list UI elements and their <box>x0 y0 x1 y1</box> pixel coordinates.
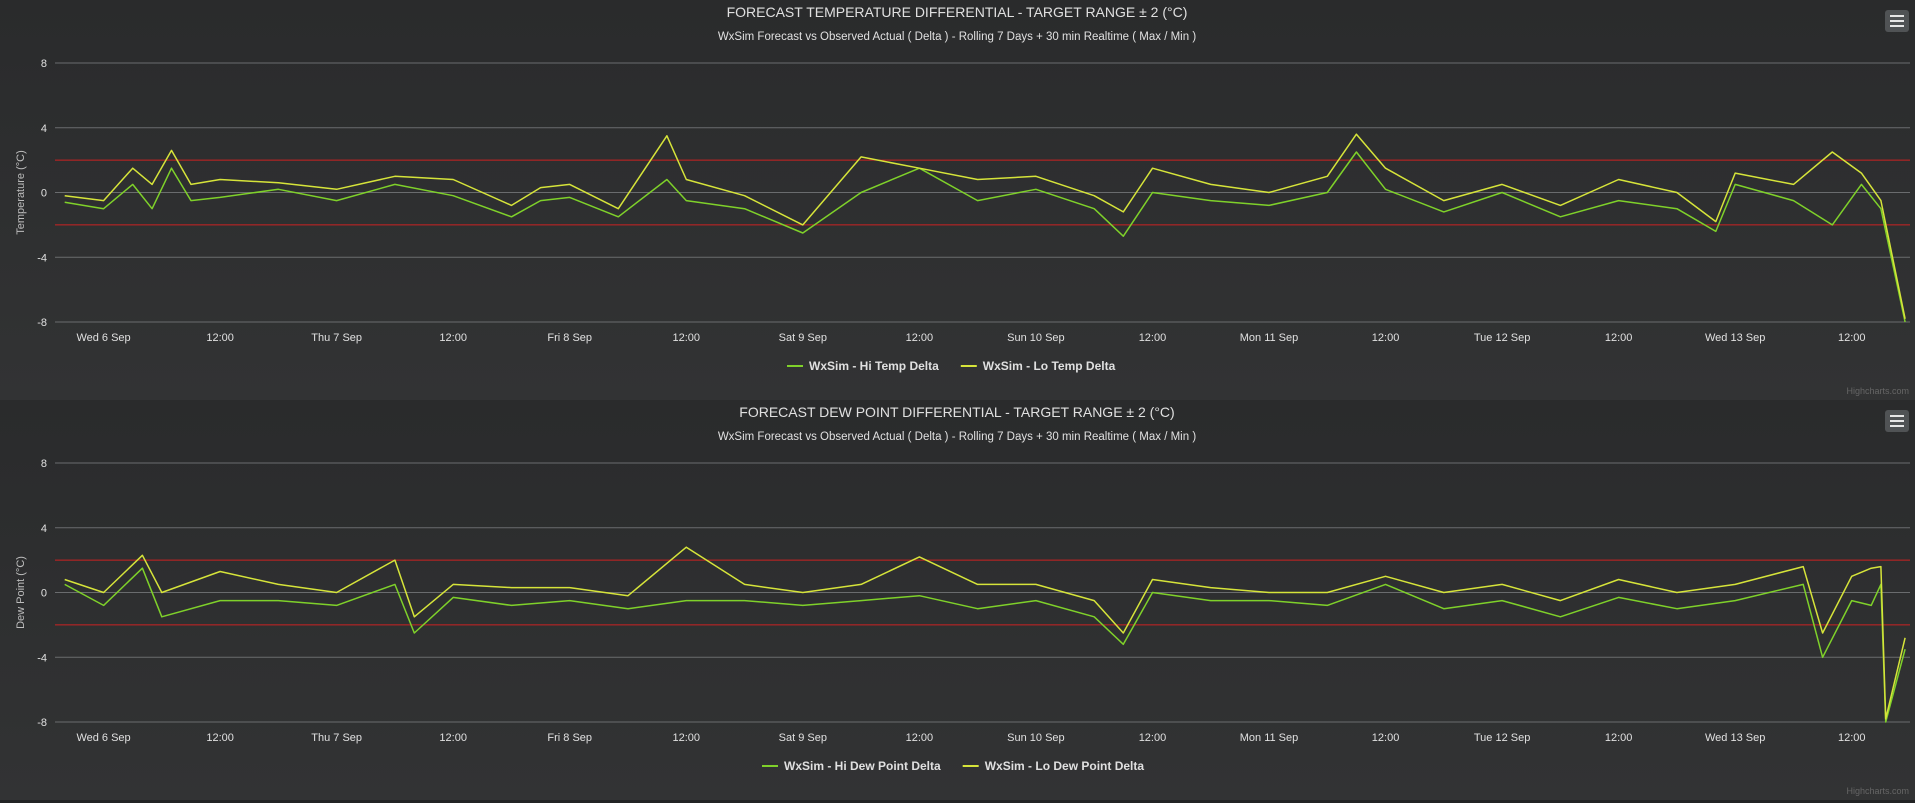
y-tick-label: -8 <box>37 717 47 729</box>
x-tick-label: 12:00 <box>906 732 934 744</box>
dew-point-chart: FORECAST DEW POINT DIFFERENTIAL - TARGET… <box>15 404 1910 773</box>
y-tick-label: 8 <box>41 58 47 70</box>
x-tick-label: Sat 9 Sep <box>779 332 827 344</box>
legend-label: WxSim - Lo Temp Delta <box>983 359 1116 373</box>
x-tick-label: Wed 6 Sep <box>76 332 130 344</box>
menu-icon <box>1890 25 1904 27</box>
y-tick-label: 8 <box>41 458 47 470</box>
x-tick-label: Sat 9 Sep <box>779 732 827 744</box>
x-tick-label: Sun 10 Sep <box>1007 732 1065 744</box>
x-tick-label: Wed 6 Sep <box>76 732 130 744</box>
x-tick-label: 12:00 <box>206 732 234 744</box>
x-tick-label: Fri 8 Sep <box>547 732 592 744</box>
chart-title: FORECAST DEW POINT DIFFERENTIAL - TARGET… <box>739 404 1174 420</box>
legend-item[interactable]: WxSim - Lo Dew Point Delta <box>962 759 1145 773</box>
x-tick-label: Thu 7 Sep <box>311 732 362 744</box>
menu-icon <box>1890 20 1904 22</box>
highcharts-credit[interactable]: Highcharts.com <box>1846 786 1909 796</box>
series-line-lo <box>64 133 1906 319</box>
x-tick-label: Tue 12 Sep <box>1474 332 1530 344</box>
x-tick-label: Fri 8 Sep <box>547 332 592 344</box>
legend-label: WxSim - Lo Dew Point Delta <box>985 759 1145 773</box>
x-tick-label: 12:00 <box>1605 332 1633 344</box>
y-tick-label: 0 <box>41 188 47 200</box>
x-tick-label: 12:00 <box>1605 732 1633 744</box>
series-line-hi <box>64 151 1906 323</box>
x-tick-label: 12:00 <box>906 332 934 344</box>
y-tick-label: -4 <box>37 252 47 264</box>
legend-label: WxSim - Hi Dew Point Delta <box>784 759 941 773</box>
y-tick-label: -4 <box>37 652 47 664</box>
y-tick-label: 4 <box>41 123 47 135</box>
temperature-chart: FORECAST TEMPERATURE DIFFERENTIAL - TARG… <box>15 4 1910 373</box>
x-tick-label: 12:00 <box>1838 332 1866 344</box>
menu-icon <box>1890 15 1904 17</box>
series-line-hi <box>64 567 1906 723</box>
x-tick-label: Wed 13 Sep <box>1705 332 1765 344</box>
dew-point-chart-panel: FORECAST DEW POINT DIFFERENTIAL - TARGET… <box>0 400 1915 800</box>
y-tick-label: 4 <box>41 523 47 535</box>
x-tick-label: 12:00 <box>206 332 234 344</box>
x-tick-label: 12:00 <box>1838 732 1866 744</box>
y-tick-label: 0 <box>41 588 47 600</box>
y-axis-title: Dew Point (°C) <box>15 556 27 629</box>
legend-item[interactable]: WxSim - Hi Dew Point Delta <box>762 759 941 773</box>
x-tick-label: Mon 11 Sep <box>1240 332 1299 344</box>
x-tick-label: Mon 11 Sep <box>1240 732 1299 744</box>
x-tick-label: 12:00 <box>439 332 467 344</box>
x-tick-label: 12:00 <box>673 332 701 344</box>
x-tick-label: 12:00 <box>1139 732 1167 744</box>
menu-icon <box>1890 420 1904 422</box>
menu-icon <box>1890 425 1904 427</box>
highcharts-credit[interactable]: Highcharts.com <box>1846 386 1909 396</box>
x-tick-label: 12:00 <box>1372 332 1400 344</box>
chart-menu-button[interactable] <box>1885 410 1909 432</box>
x-tick-label: Thu 7 Sep <box>311 332 362 344</box>
legend-item[interactable]: WxSim - Hi Temp Delta <box>787 359 939 373</box>
x-tick-label: 12:00 <box>439 732 467 744</box>
chart-subtitle: WxSim Forecast vs Observed Actual ( Delt… <box>718 431 1197 443</box>
legend-label: WxSim - Hi Temp Delta <box>809 359 939 373</box>
x-tick-label: 12:00 <box>1139 332 1167 344</box>
chart-menu-button[interactable] <box>1885 10 1909 32</box>
y-tick-label: -8 <box>37 317 47 329</box>
y-axis-title: Temperature (°C) <box>15 150 27 234</box>
x-tick-label: 12:00 <box>673 732 701 744</box>
menu-icon <box>1890 415 1904 417</box>
x-tick-label: Tue 12 Sep <box>1474 732 1530 744</box>
chart-title: FORECAST TEMPERATURE DIFFERENTIAL - TARG… <box>727 4 1188 20</box>
series-line-lo <box>64 546 1906 720</box>
x-tick-label: Sun 10 Sep <box>1007 332 1065 344</box>
legend-item[interactable]: WxSim - Lo Temp Delta <box>960 359 1116 373</box>
x-tick-label: Wed 13 Sep <box>1705 732 1765 744</box>
temperature-chart-panel: FORECAST TEMPERATURE DIFFERENTIAL - TARG… <box>0 0 1915 400</box>
x-tick-label: 12:00 <box>1372 732 1400 744</box>
chart-subtitle: WxSim Forecast vs Observed Actual ( Delt… <box>718 31 1197 43</box>
